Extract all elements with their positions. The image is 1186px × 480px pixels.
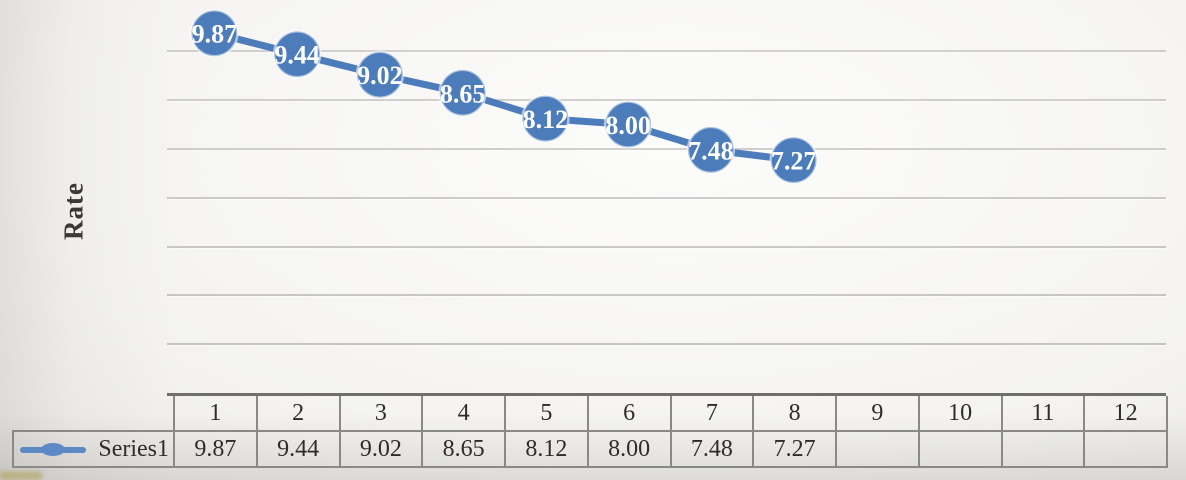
table-header-cell: 3 [341, 396, 424, 430]
legend-cell: Series1 [14, 432, 175, 466]
table-value-cell: 8.00 [589, 432, 672, 466]
table-value-cell [837, 432, 920, 466]
x-axis-line [167, 393, 1166, 396]
table-header-cell: 9 [837, 396, 920, 430]
table-header-cell: 7 [672, 396, 755, 430]
data-point-marker [686, 125, 736, 175]
series-legend-label: Series1 [98, 435, 169, 462]
data-point-marker [769, 135, 818, 185]
series-plot: 9.87 9.44 9.02 8.65 8.12 8.00 7.48 7.27 [190, 8, 818, 185]
data-point-label: 7.27 [771, 147, 817, 176]
table-value-cell [920, 432, 1003, 466]
data-point-marker [272, 29, 322, 79]
gridline [167, 245, 1166, 248]
series-legend-key-icon [20, 442, 86, 456]
data-point-marker [438, 68, 487, 118]
data-table-series-row: Series1 9.87 9.44 9.02 8.65 8.12 8.00 7.48 7.27 [12, 430, 1168, 468]
table-header-cell: 2 [258, 396, 341, 430]
legend-marker-swatch [41, 442, 65, 456]
gridline [167, 50, 1166, 53]
data-point-label: 8.12 [523, 105, 569, 134]
table-header-cell: 8 [754, 396, 837, 430]
photo-corner-artifact [0, 471, 42, 480]
data-point-marker [521, 94, 570, 143]
table-header-cell: 6 [589, 396, 672, 430]
table-value-cell: 9.87 [175, 432, 258, 466]
gridline [167, 147, 1166, 150]
table-value-cell: 9.02 [341, 432, 424, 466]
data-point-label: 8.00 [605, 111, 651, 140]
table-header-cell: 4 [423, 396, 506, 430]
gridline [167, 196, 1166, 199]
data-point-label: 9.44 [274, 41, 320, 70]
data-point-marker [355, 50, 405, 99]
data-point-label: 9.02 [357, 61, 403, 90]
table-header-cell: 5 [506, 396, 589, 430]
table-header-cell: 12 [1085, 396, 1168, 430]
gridline [167, 99, 1166, 102]
gridline [167, 294, 1166, 297]
data-point-label: 7.48 [688, 136, 734, 165]
table-value-cell: 9.44 [258, 432, 341, 466]
table-value-cell: 8.65 [423, 432, 506, 466]
data-point-label: 8.65 [440, 79, 486, 108]
table-value-cell [1003, 432, 1086, 466]
table-header-cell: 11 [1003, 396, 1086, 430]
data-table-header-row: 1 2 3 4 5 6 7 8 9 10 11 12 [173, 396, 1168, 430]
data-point-marker [603, 100, 653, 149]
gridline [167, 343, 1166, 346]
data-point-marker [190, 8, 239, 58]
data-point-label: 9.87 [192, 20, 238, 49]
table-header-cell: 10 [920, 396, 1003, 430]
table-value-cell [1085, 432, 1168, 466]
table-value-cell: 7.27 [754, 432, 837, 466]
table-value-cell: 8.12 [506, 432, 589, 466]
table-header-cell: 1 [175, 396, 258, 430]
table-value-cell: 7.48 [672, 432, 755, 466]
